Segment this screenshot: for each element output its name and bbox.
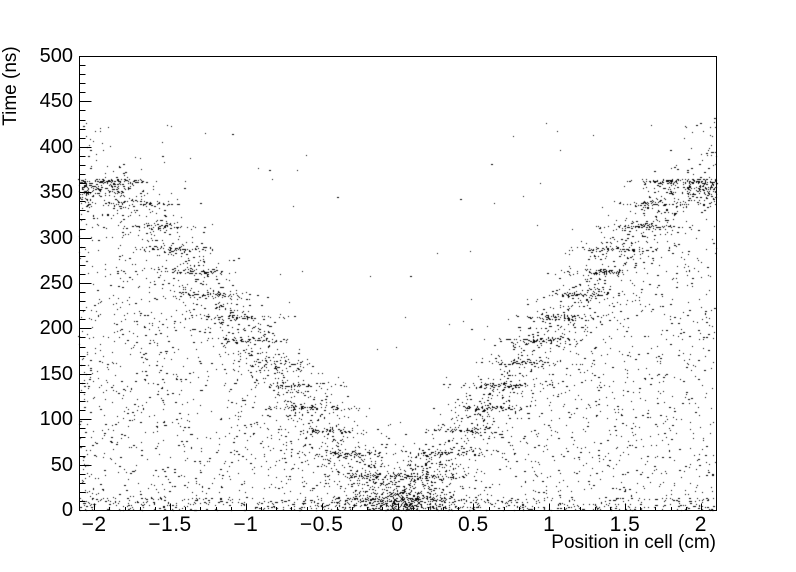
y-tick-label: 450 xyxy=(39,90,73,113)
y-tick-label: 250 xyxy=(39,272,73,294)
y-axis-title: Time (ns) xyxy=(0,46,21,126)
x-tick-label: 2 xyxy=(694,513,707,536)
x-tick-label: −1 xyxy=(233,513,259,536)
x-tick-label: 1 xyxy=(543,513,556,536)
y-tick-label: 300 xyxy=(39,226,73,249)
plot-frame xyxy=(79,56,717,511)
x-tick-label: 0.5 xyxy=(457,513,489,536)
y-tick-label: 150 xyxy=(39,362,73,385)
y-tick-label: 100 xyxy=(39,408,73,431)
x-tick-label: −1.5 xyxy=(148,513,192,536)
x-tick-label: 1.5 xyxy=(609,513,641,536)
y-tick-label: 400 xyxy=(39,135,73,158)
x-axis-title: Position in cell (cm) xyxy=(551,532,716,553)
x-tick-label: −2 xyxy=(81,513,107,536)
y-tick-label: 200 xyxy=(39,317,73,340)
x-tick-label: −0.5 xyxy=(299,513,344,536)
y-tick-label: 50 xyxy=(50,453,73,476)
y-tick-label: 350 xyxy=(39,181,73,204)
x-tick-label: 0 xyxy=(391,513,404,536)
y-tick-label: 0 xyxy=(61,499,73,521)
y-tick-label: 500 xyxy=(39,45,73,67)
